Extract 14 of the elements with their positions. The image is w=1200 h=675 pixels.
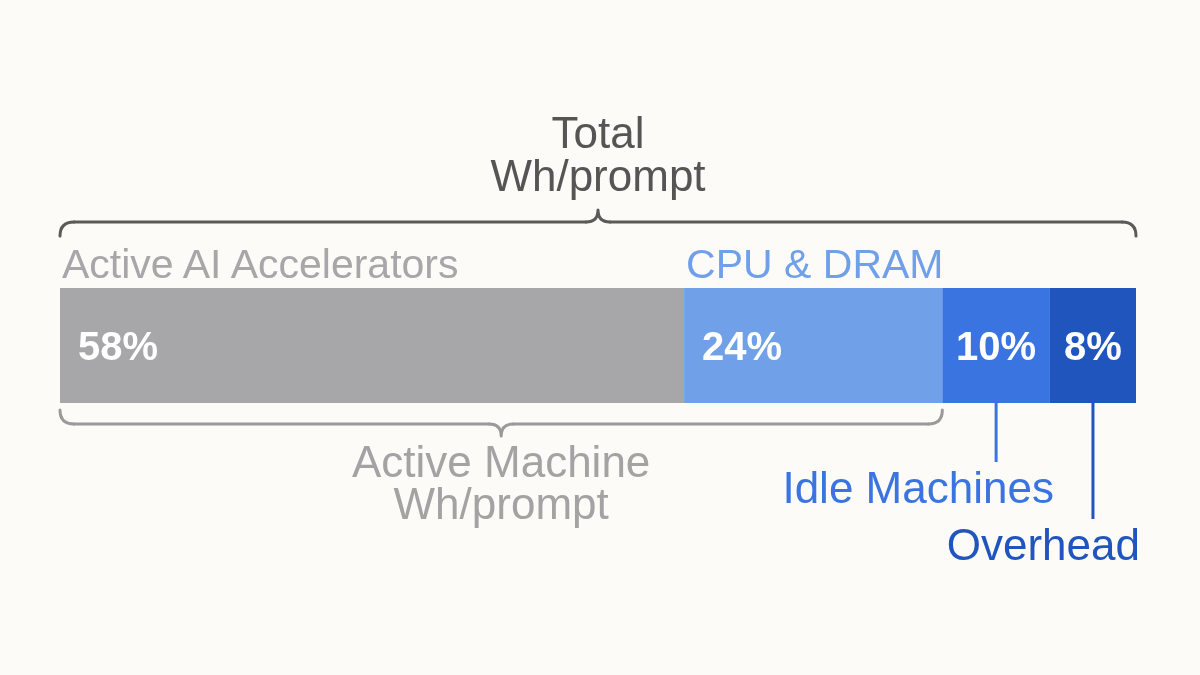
bar <box>684 288 943 403</box>
bar <box>1049 288 1136 403</box>
series-label: CPU & DRAM <box>686 241 944 287</box>
data-label: 24% <box>702 323 783 368</box>
series-label: Active AI Accelerators <box>62 241 459 287</box>
data-label: 8% <box>1064 323 1122 368</box>
bar <box>60 288 685 403</box>
text: Active Machine Wh/prompt <box>351 437 651 528</box>
text: Overhead <box>946 520 1140 569</box>
legend-label: Idle Machines <box>782 463 1054 512</box>
text: Total Wh/prompt <box>490 108 706 200</box>
data-label: 58% <box>78 323 159 368</box>
data-label: 10% <box>956 323 1037 368</box>
bar <box>942 288 1050 403</box>
